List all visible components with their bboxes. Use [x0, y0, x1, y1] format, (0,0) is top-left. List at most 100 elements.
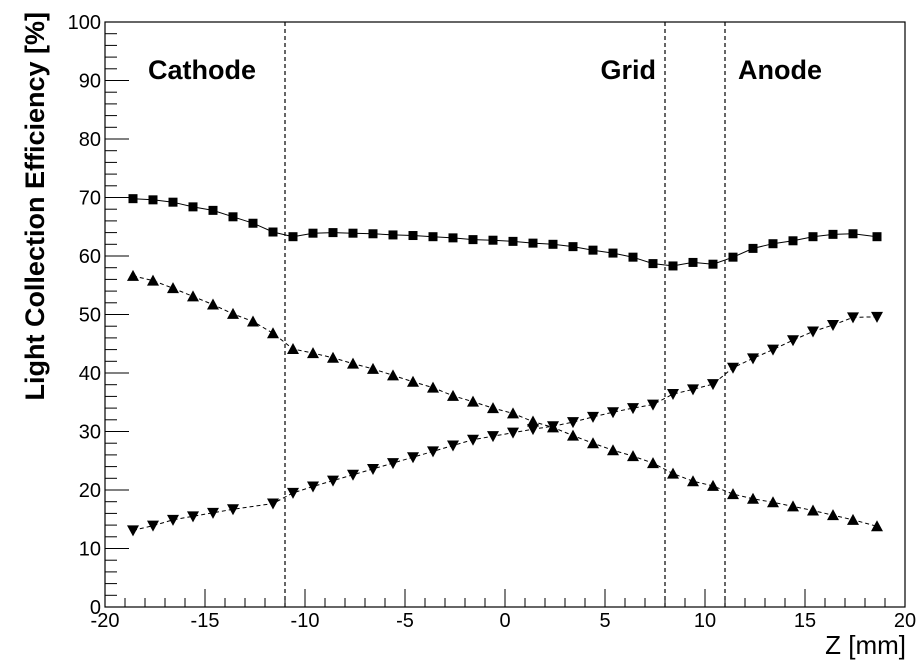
fit-curves-layer [132, 198, 878, 531]
data-point-square [548, 239, 558, 249]
data-point-square [228, 212, 238, 222]
data-point-triangle-up [367, 362, 379, 374]
data-point-triangle-down [287, 487, 299, 499]
data-point-triangle-up [587, 437, 599, 449]
plot-frame-layer [104, 21, 906, 608]
data-point-triangle-down [627, 403, 639, 415]
y-tick-label: 0 [90, 597, 101, 619]
data-point-square [328, 228, 338, 238]
data-point-triangle-up [787, 500, 799, 512]
x-tick-label: -20 [91, 610, 120, 632]
data-point-square [848, 229, 858, 239]
data-point-triangle-down [447, 440, 459, 452]
data-point-square [748, 243, 758, 253]
data-point-triangle-down [307, 481, 319, 493]
data-point-triangle-up [871, 520, 883, 532]
y-tick-label: 30 [79, 422, 101, 444]
data-point-triangle-down [207, 507, 219, 519]
data-point-triangle-up [727, 488, 739, 500]
data-point-square [168, 197, 178, 207]
boundary-lines-layer [284, 22, 726, 607]
x-tick-label: -5 [396, 610, 414, 632]
x-tick-label: 15 [794, 610, 816, 632]
data-point-square [568, 242, 578, 252]
data-point-square [248, 218, 258, 228]
data-point-triangle-up [327, 351, 339, 363]
data-point-square [808, 232, 818, 242]
data-point-triangle-up [247, 315, 259, 327]
data-point-triangle-up [667, 467, 679, 479]
data-point-triangle-down [427, 446, 439, 458]
x-tick-label: 0 [499, 610, 510, 632]
data-point-triangle-down [327, 475, 339, 487]
data-point-triangle-up [807, 504, 819, 516]
data-point-square [148, 195, 158, 205]
data-point-triangle-up [427, 381, 439, 393]
data-point-square [828, 229, 838, 239]
data-point-triangle-up [487, 402, 499, 414]
x-tick-label: -15 [191, 610, 220, 632]
data-point-triangle-up [387, 369, 399, 381]
data-point-triangle-up [707, 479, 719, 491]
data-point-triangle-down [827, 320, 839, 332]
y-tick-label: 100 [68, 12, 101, 34]
fit-curve-triangle-up [132, 275, 878, 527]
data-point-triangle-down [407, 452, 419, 464]
data-point-triangle-up [827, 509, 839, 521]
data-point-triangle-down [547, 421, 559, 433]
y-tick-label: 70 [79, 188, 101, 210]
data-point-triangle-down [667, 389, 679, 401]
data-point-triangle-up [347, 357, 359, 369]
data-point-square [688, 257, 698, 267]
data-point-square [348, 228, 358, 238]
data-point-triangle-down [587, 411, 599, 423]
y-tick-label: 40 [79, 363, 101, 385]
data-point-triangle-up [447, 389, 459, 401]
data-point-square [648, 259, 658, 269]
data-point-triangle-down [807, 326, 819, 338]
data-point-triangle-down [767, 344, 779, 356]
data-point-square [588, 245, 598, 255]
data-point-square [788, 236, 798, 246]
data-point-triangle-up [147, 274, 159, 286]
data-point-triangle-down [187, 511, 199, 523]
data-point-square [628, 252, 638, 262]
data-point-triangle-up [747, 492, 759, 504]
data-point-square [448, 233, 458, 243]
data-point-square [708, 259, 718, 269]
data-point-triangle-up [647, 457, 659, 469]
y-tick-label: 60 [79, 246, 101, 268]
data-point-square [528, 238, 538, 248]
data-point-square [668, 261, 678, 271]
labels-layer: -20 -15 -10 -5 0 5 10 15 20 0 10 20 30 40 50 60 70 80 90 10… [68, 12, 917, 632]
data-point-square [608, 248, 618, 258]
data-point-triangle-up [287, 343, 299, 355]
data-point-square [872, 232, 882, 242]
data-point-triangle-down [727, 362, 739, 374]
data-point-triangle-up [767, 496, 779, 508]
data-point-triangle-down [687, 384, 699, 396]
data-point-triangle-down [467, 434, 479, 446]
data-point-square [368, 229, 378, 239]
data-point-triangle-up [627, 450, 639, 462]
data-point-triangle-up [227, 307, 239, 319]
region-label-cathode: Cathode [148, 55, 256, 85]
data-point-square [128, 194, 138, 204]
data-point-triangle-up [307, 347, 319, 359]
data-point-triangle-up [187, 290, 199, 302]
data-point-triangle-down [127, 525, 139, 537]
fit-curve-square [132, 198, 878, 267]
data-point-square [728, 252, 738, 262]
data-point-square [428, 232, 438, 242]
x-tick-label: 5 [599, 610, 610, 632]
y-axis-title: Light Collection Efficiency [%] [20, 12, 50, 401]
data-point-square [208, 205, 218, 215]
data-point-triangle-down [267, 498, 279, 510]
y-tick-label: 10 [79, 539, 101, 561]
axis-ticks-layer [104, 21, 906, 608]
data-point-triangle-down [167, 514, 179, 526]
data-point-square [468, 235, 478, 245]
data-point-triangle-down [147, 520, 159, 532]
data-point-triangle-up [847, 513, 859, 525]
region-label-anode: Anode [738, 55, 822, 85]
